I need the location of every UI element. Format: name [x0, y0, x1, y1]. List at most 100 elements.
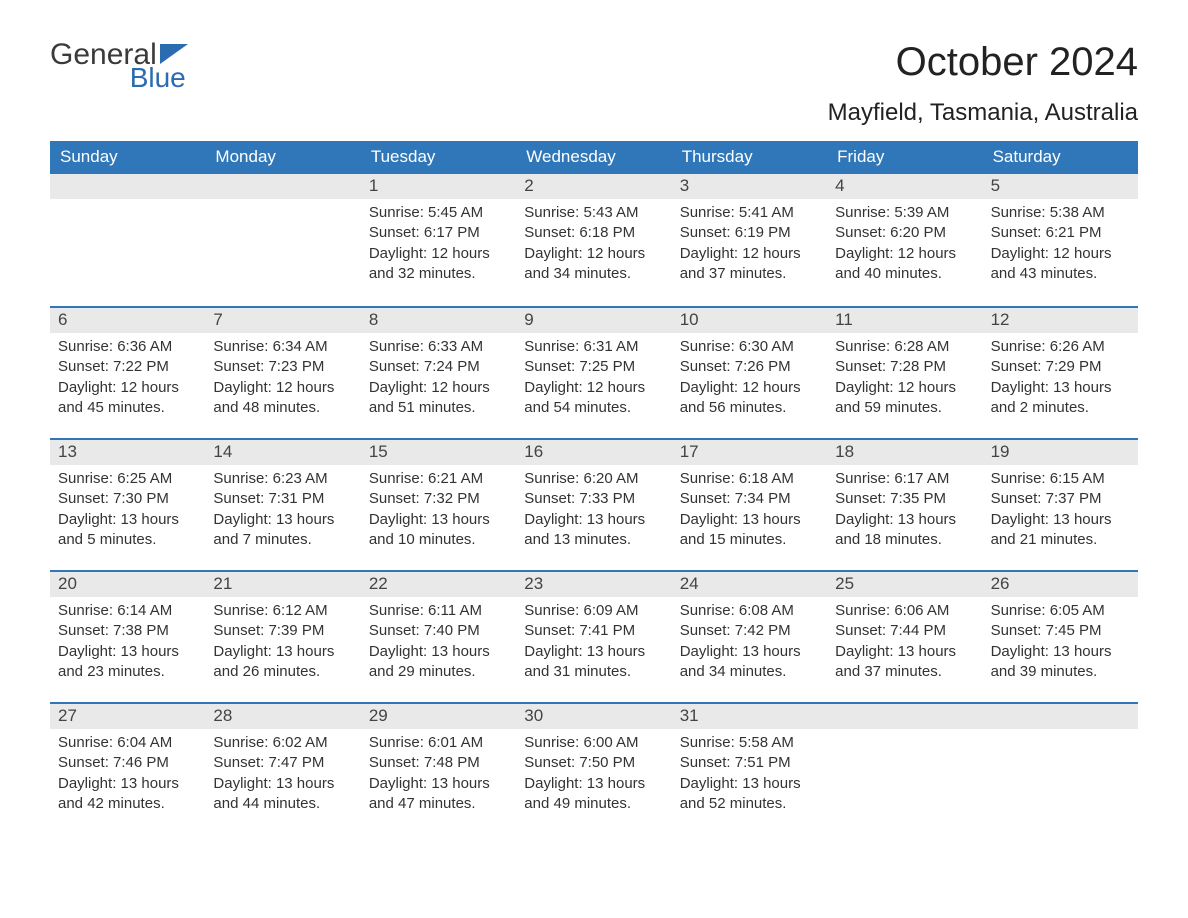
calendar-day: 13Sunrise: 6:25 AMSunset: 7:30 PMDayligh… — [50, 438, 205, 570]
calendar-week: 6Sunrise: 6:36 AMSunset: 7:22 PMDaylight… — [50, 306, 1138, 438]
sunset-text: Sunset: 7:51 PM — [680, 753, 819, 773]
daylight-line-2: and 31 minutes. — [524, 662, 663, 682]
sunset-text: Sunset: 7:24 PM — [369, 357, 508, 377]
day-details: Sunrise: 6:01 AMSunset: 7:48 PMDaylight:… — [361, 729, 516, 814]
daylight-line-2: and 29 minutes. — [369, 662, 508, 682]
day-details: Sunrise: 6:06 AMSunset: 7:44 PMDaylight:… — [827, 597, 982, 682]
day-number: 21 — [205, 572, 360, 597]
daylight-line-1: Daylight: 13 hours — [369, 774, 508, 794]
day-details: Sunrise: 6:02 AMSunset: 7:47 PMDaylight:… — [205, 729, 360, 814]
sunset-text: Sunset: 7:44 PM — [835, 621, 974, 641]
day-number: 28 — [205, 704, 360, 729]
daylight-line-1: Daylight: 12 hours — [835, 378, 974, 398]
daylight-line-1: Daylight: 12 hours — [680, 244, 819, 264]
daylight-line-1: Daylight: 13 hours — [991, 510, 1130, 530]
sunset-text: Sunset: 7:23 PM — [213, 357, 352, 377]
sunset-text: Sunset: 7:29 PM — [991, 357, 1130, 377]
calendar-day: 6Sunrise: 6:36 AMSunset: 7:22 PMDaylight… — [50, 306, 205, 438]
calendar-day: 18Sunrise: 6:17 AMSunset: 7:35 PMDayligh… — [827, 438, 982, 570]
day-number: 20 — [50, 572, 205, 597]
day-number: 11 — [827, 308, 982, 333]
day-details: Sunrise: 6:26 AMSunset: 7:29 PMDaylight:… — [983, 333, 1138, 418]
daylight-line-1: Daylight: 13 hours — [680, 642, 819, 662]
day-details: Sunrise: 6:08 AMSunset: 7:42 PMDaylight:… — [672, 597, 827, 682]
sunrise-text: Sunrise: 6:04 AM — [58, 733, 197, 753]
daylight-line-2: and 2 minutes. — [991, 398, 1130, 418]
sunset-text: Sunset: 7:22 PM — [58, 357, 197, 377]
day-details: Sunrise: 5:41 AMSunset: 6:19 PMDaylight:… — [672, 199, 827, 284]
day-details: Sunrise: 6:21 AMSunset: 7:32 PMDaylight:… — [361, 465, 516, 550]
sunrise-text: Sunrise: 6:06 AM — [835, 601, 974, 621]
daylight-line-1: Daylight: 12 hours — [58, 378, 197, 398]
day-details: Sunrise: 6:31 AMSunset: 7:25 PMDaylight:… — [516, 333, 671, 418]
calendar-body: 1Sunrise: 5:45 AMSunset: 6:17 PMDaylight… — [50, 174, 1138, 834]
day-number: 8 — [361, 308, 516, 333]
daylight-line-1: Daylight: 12 hours — [369, 378, 508, 398]
calendar-day: 3Sunrise: 5:41 AMSunset: 6:19 PMDaylight… — [672, 174, 827, 306]
daylight-line-1: Daylight: 13 hours — [369, 642, 508, 662]
weekday-header: Friday — [827, 141, 982, 174]
day-number: 26 — [983, 572, 1138, 597]
calendar-day: 26Sunrise: 6:05 AMSunset: 7:45 PMDayligh… — [983, 570, 1138, 702]
sunset-text: Sunset: 7:34 PM — [680, 489, 819, 509]
weekday-header: Wednesday — [516, 141, 671, 174]
daylight-line-2: and 7 minutes. — [213, 530, 352, 550]
day-number: 13 — [50, 440, 205, 465]
day-details: Sunrise: 5:38 AMSunset: 6:21 PMDaylight:… — [983, 199, 1138, 284]
day-details: Sunrise: 6:11 AMSunset: 7:40 PMDaylight:… — [361, 597, 516, 682]
calendar-day: 24Sunrise: 6:08 AMSunset: 7:42 PMDayligh… — [672, 570, 827, 702]
day-details: Sunrise: 6:12 AMSunset: 7:39 PMDaylight:… — [205, 597, 360, 682]
daylight-line-2: and 42 minutes. — [58, 794, 197, 814]
daylight-line-2: and 26 minutes. — [213, 662, 352, 682]
day-number-empty — [827, 704, 982, 729]
calendar-day: 1Sunrise: 5:45 AMSunset: 6:17 PMDaylight… — [361, 174, 516, 306]
daylight-line-1: Daylight: 12 hours — [680, 378, 819, 398]
calendar-day: 19Sunrise: 6:15 AMSunset: 7:37 PMDayligh… — [983, 438, 1138, 570]
sunrise-text: Sunrise: 6:02 AM — [213, 733, 352, 753]
daylight-line-2: and 56 minutes. — [680, 398, 819, 418]
logo: General Blue — [50, 40, 188, 92]
sunrise-text: Sunrise: 6:14 AM — [58, 601, 197, 621]
daylight-line-1: Daylight: 13 hours — [680, 774, 819, 794]
daylight-line-1: Daylight: 13 hours — [835, 642, 974, 662]
day-details: Sunrise: 6:00 AMSunset: 7:50 PMDaylight:… — [516, 729, 671, 814]
day-details: Sunrise: 6:04 AMSunset: 7:46 PMDaylight:… — [50, 729, 205, 814]
sunset-text: Sunset: 7:25 PM — [524, 357, 663, 377]
daylight-line-1: Daylight: 12 hours — [524, 244, 663, 264]
day-details: Sunrise: 6:09 AMSunset: 7:41 PMDaylight:… — [516, 597, 671, 682]
sunrise-text: Sunrise: 6:12 AM — [213, 601, 352, 621]
daylight-line-1: Daylight: 12 hours — [835, 244, 974, 264]
daylight-line-1: Daylight: 13 hours — [58, 510, 197, 530]
sunrise-text: Sunrise: 6:30 AM — [680, 337, 819, 357]
day-number: 2 — [516, 174, 671, 199]
daylight-line-2: and 5 minutes. — [58, 530, 197, 550]
sunset-text: Sunset: 7:48 PM — [369, 753, 508, 773]
sunrise-text: Sunrise: 5:39 AM — [835, 203, 974, 223]
sunset-text: Sunset: 7:40 PM — [369, 621, 508, 641]
calendar-week: 20Sunrise: 6:14 AMSunset: 7:38 PMDayligh… — [50, 570, 1138, 702]
calendar-day: 22Sunrise: 6:11 AMSunset: 7:40 PMDayligh… — [361, 570, 516, 702]
calendar-day-empty — [827, 702, 982, 834]
sunset-text: Sunset: 7:32 PM — [369, 489, 508, 509]
day-details: Sunrise: 6:25 AMSunset: 7:30 PMDaylight:… — [50, 465, 205, 550]
day-details: Sunrise: 6:36 AMSunset: 7:22 PMDaylight:… — [50, 333, 205, 418]
calendar-day: 14Sunrise: 6:23 AMSunset: 7:31 PMDayligh… — [205, 438, 360, 570]
sunset-text: Sunset: 6:19 PM — [680, 223, 819, 243]
sunset-text: Sunset: 7:37 PM — [991, 489, 1130, 509]
daylight-line-1: Daylight: 13 hours — [213, 510, 352, 530]
location-subtitle: Mayfield, Tasmania, Australia — [828, 99, 1138, 127]
daylight-line-2: and 49 minutes. — [524, 794, 663, 814]
day-number: 16 — [516, 440, 671, 465]
daylight-line-2: and 18 minutes. — [835, 530, 974, 550]
sunrise-text: Sunrise: 6:15 AM — [991, 469, 1130, 489]
sunset-text: Sunset: 7:26 PM — [680, 357, 819, 377]
daylight-line-2: and 45 minutes. — [58, 398, 197, 418]
daylight-line-1: Daylight: 12 hours — [524, 378, 663, 398]
weekday-header-row: SundayMondayTuesdayWednesdayThursdayFrid… — [50, 141, 1138, 174]
day-number: 12 — [983, 308, 1138, 333]
day-details: Sunrise: 5:58 AMSunset: 7:51 PMDaylight:… — [672, 729, 827, 814]
daylight-line-2: and 52 minutes. — [680, 794, 819, 814]
day-number: 3 — [672, 174, 827, 199]
daylight-line-2: and 21 minutes. — [991, 530, 1130, 550]
sunset-text: Sunset: 7:46 PM — [58, 753, 197, 773]
